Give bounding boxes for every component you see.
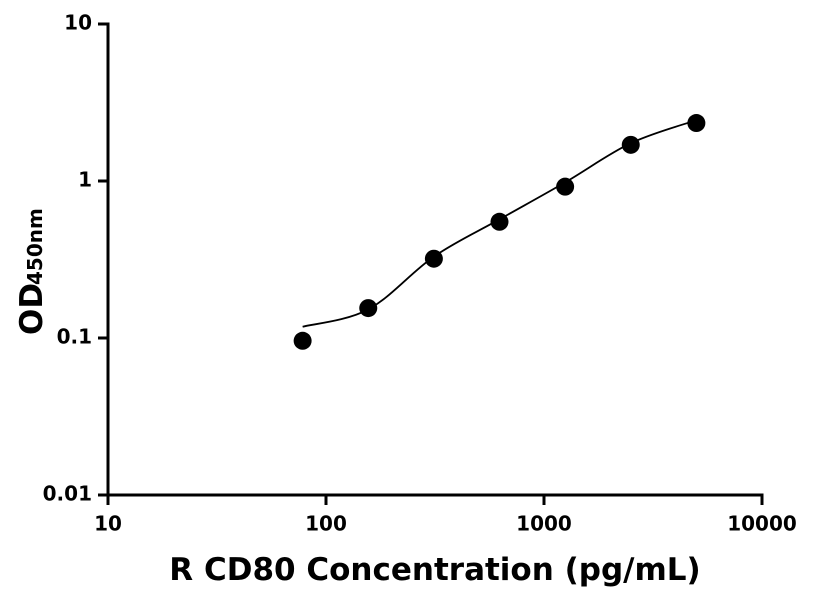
- y-tick-label: 0.01: [43, 482, 92, 506]
- y-axis-label-sub: 450nm: [23, 208, 47, 285]
- y-axis-label: OD: [14, 283, 50, 335]
- data-point: [359, 299, 378, 318]
- y-tick-label: 10: [64, 11, 92, 35]
- y-tick-label: 0.1: [57, 325, 92, 349]
- x-tick-label: 10000: [727, 512, 797, 536]
- x-tick-label: 10: [94, 512, 122, 536]
- data-point: [687, 114, 706, 133]
- data-point: [490, 212, 509, 231]
- data-point: [621, 135, 640, 154]
- data-point: [556, 177, 575, 196]
- data-point: [424, 249, 443, 268]
- y-tick-label: 1: [78, 168, 92, 192]
- x-axis-label: R CD80 Concentration (pg/mL): [169, 552, 700, 588]
- x-tick-label: 1000: [516, 512, 572, 536]
- y-axis-label-group: OD 450nm: [14, 208, 50, 335]
- data-point: [293, 331, 312, 350]
- x-tick-label: 100: [305, 512, 347, 536]
